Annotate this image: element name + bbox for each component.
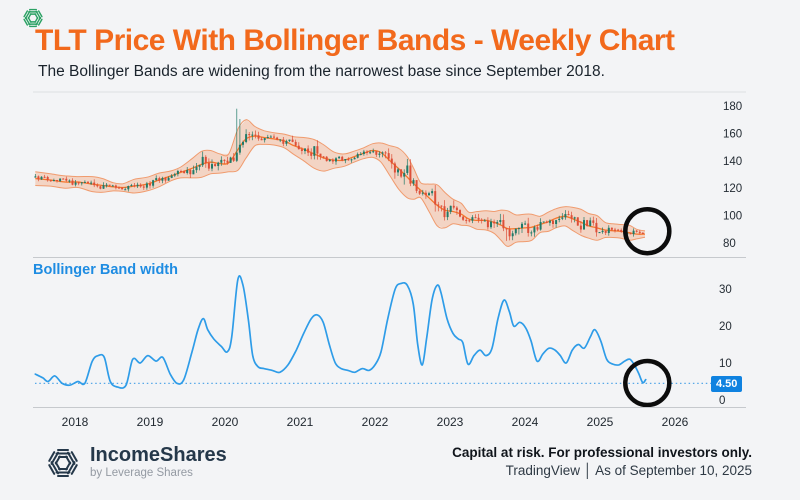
price-axis-tick: 160 [723, 128, 742, 140]
x-axis-year-label: 2021 [286, 415, 314, 429]
price-axis-tick: 180 [723, 101, 742, 113]
x-axis-year-label: 2022 [361, 415, 389, 429]
price-axis-tick: 100 [723, 211, 742, 223]
x-axis-year-label: 2025 [586, 415, 614, 429]
annotation-circle-price [623, 206, 672, 256]
price-chart: 180 160 140 120 100 80 [33, 91, 746, 256]
width-axis-tick: 10 [719, 358, 732, 370]
band-width-line [34, 275, 647, 389]
incomeshares-logo-icon [47, 449, 79, 477]
price-axis-tick: 120 [723, 183, 742, 195]
annotation-circle-width [623, 358, 672, 408]
footer: IncomeShares by Leverage Shares Capital … [0, 440, 800, 500]
page-title: TLT Price With Bollinger Bands - Weekly … [35, 24, 675, 57]
source-attribution: TradingView │ As of September 10, 2025 [505, 463, 752, 478]
risk-disclaimer: Capital at risk. For professional invest… [452, 445, 752, 460]
width-axis-tick: 20 [719, 321, 732, 333]
x-axis-year-label: 2023 [436, 415, 464, 429]
price-axis-tick: 140 [723, 156, 742, 168]
x-axis-year-label: 2019 [136, 415, 164, 429]
x-axis-year-label: 2026 [661, 415, 689, 429]
width-chart-label: Bollinger Band width [33, 262, 178, 278]
brand-name: IncomeShares [90, 444, 227, 466]
x-axis-labels: 2018 2019 2020 2021 2022 2023 2024 2025 2026 [0, 415, 800, 431]
x-axis-line [33, 407, 746, 408]
x-axis-year-label: 2024 [511, 415, 539, 429]
page-subtitle: The Bollinger Bands are widening from th… [38, 63, 605, 80]
width-axis-tick: 30 [719, 284, 732, 296]
x-axis-year-label: 2020 [211, 415, 239, 429]
ref-value-badge: 4.50 [711, 376, 743, 393]
width-axis-tick: 0 [719, 395, 725, 407]
x-axis-year-label: 2018 [61, 415, 89, 429]
chart-divider-line [33, 257, 746, 258]
price-axis-tick: 80 [723, 238, 736, 250]
brand-subtitle: by Leverage Shares [90, 467, 193, 479]
band-width-chart: 30 20 10 0 [34, 275, 732, 408]
bollinger-band-area [35, 119, 646, 247]
